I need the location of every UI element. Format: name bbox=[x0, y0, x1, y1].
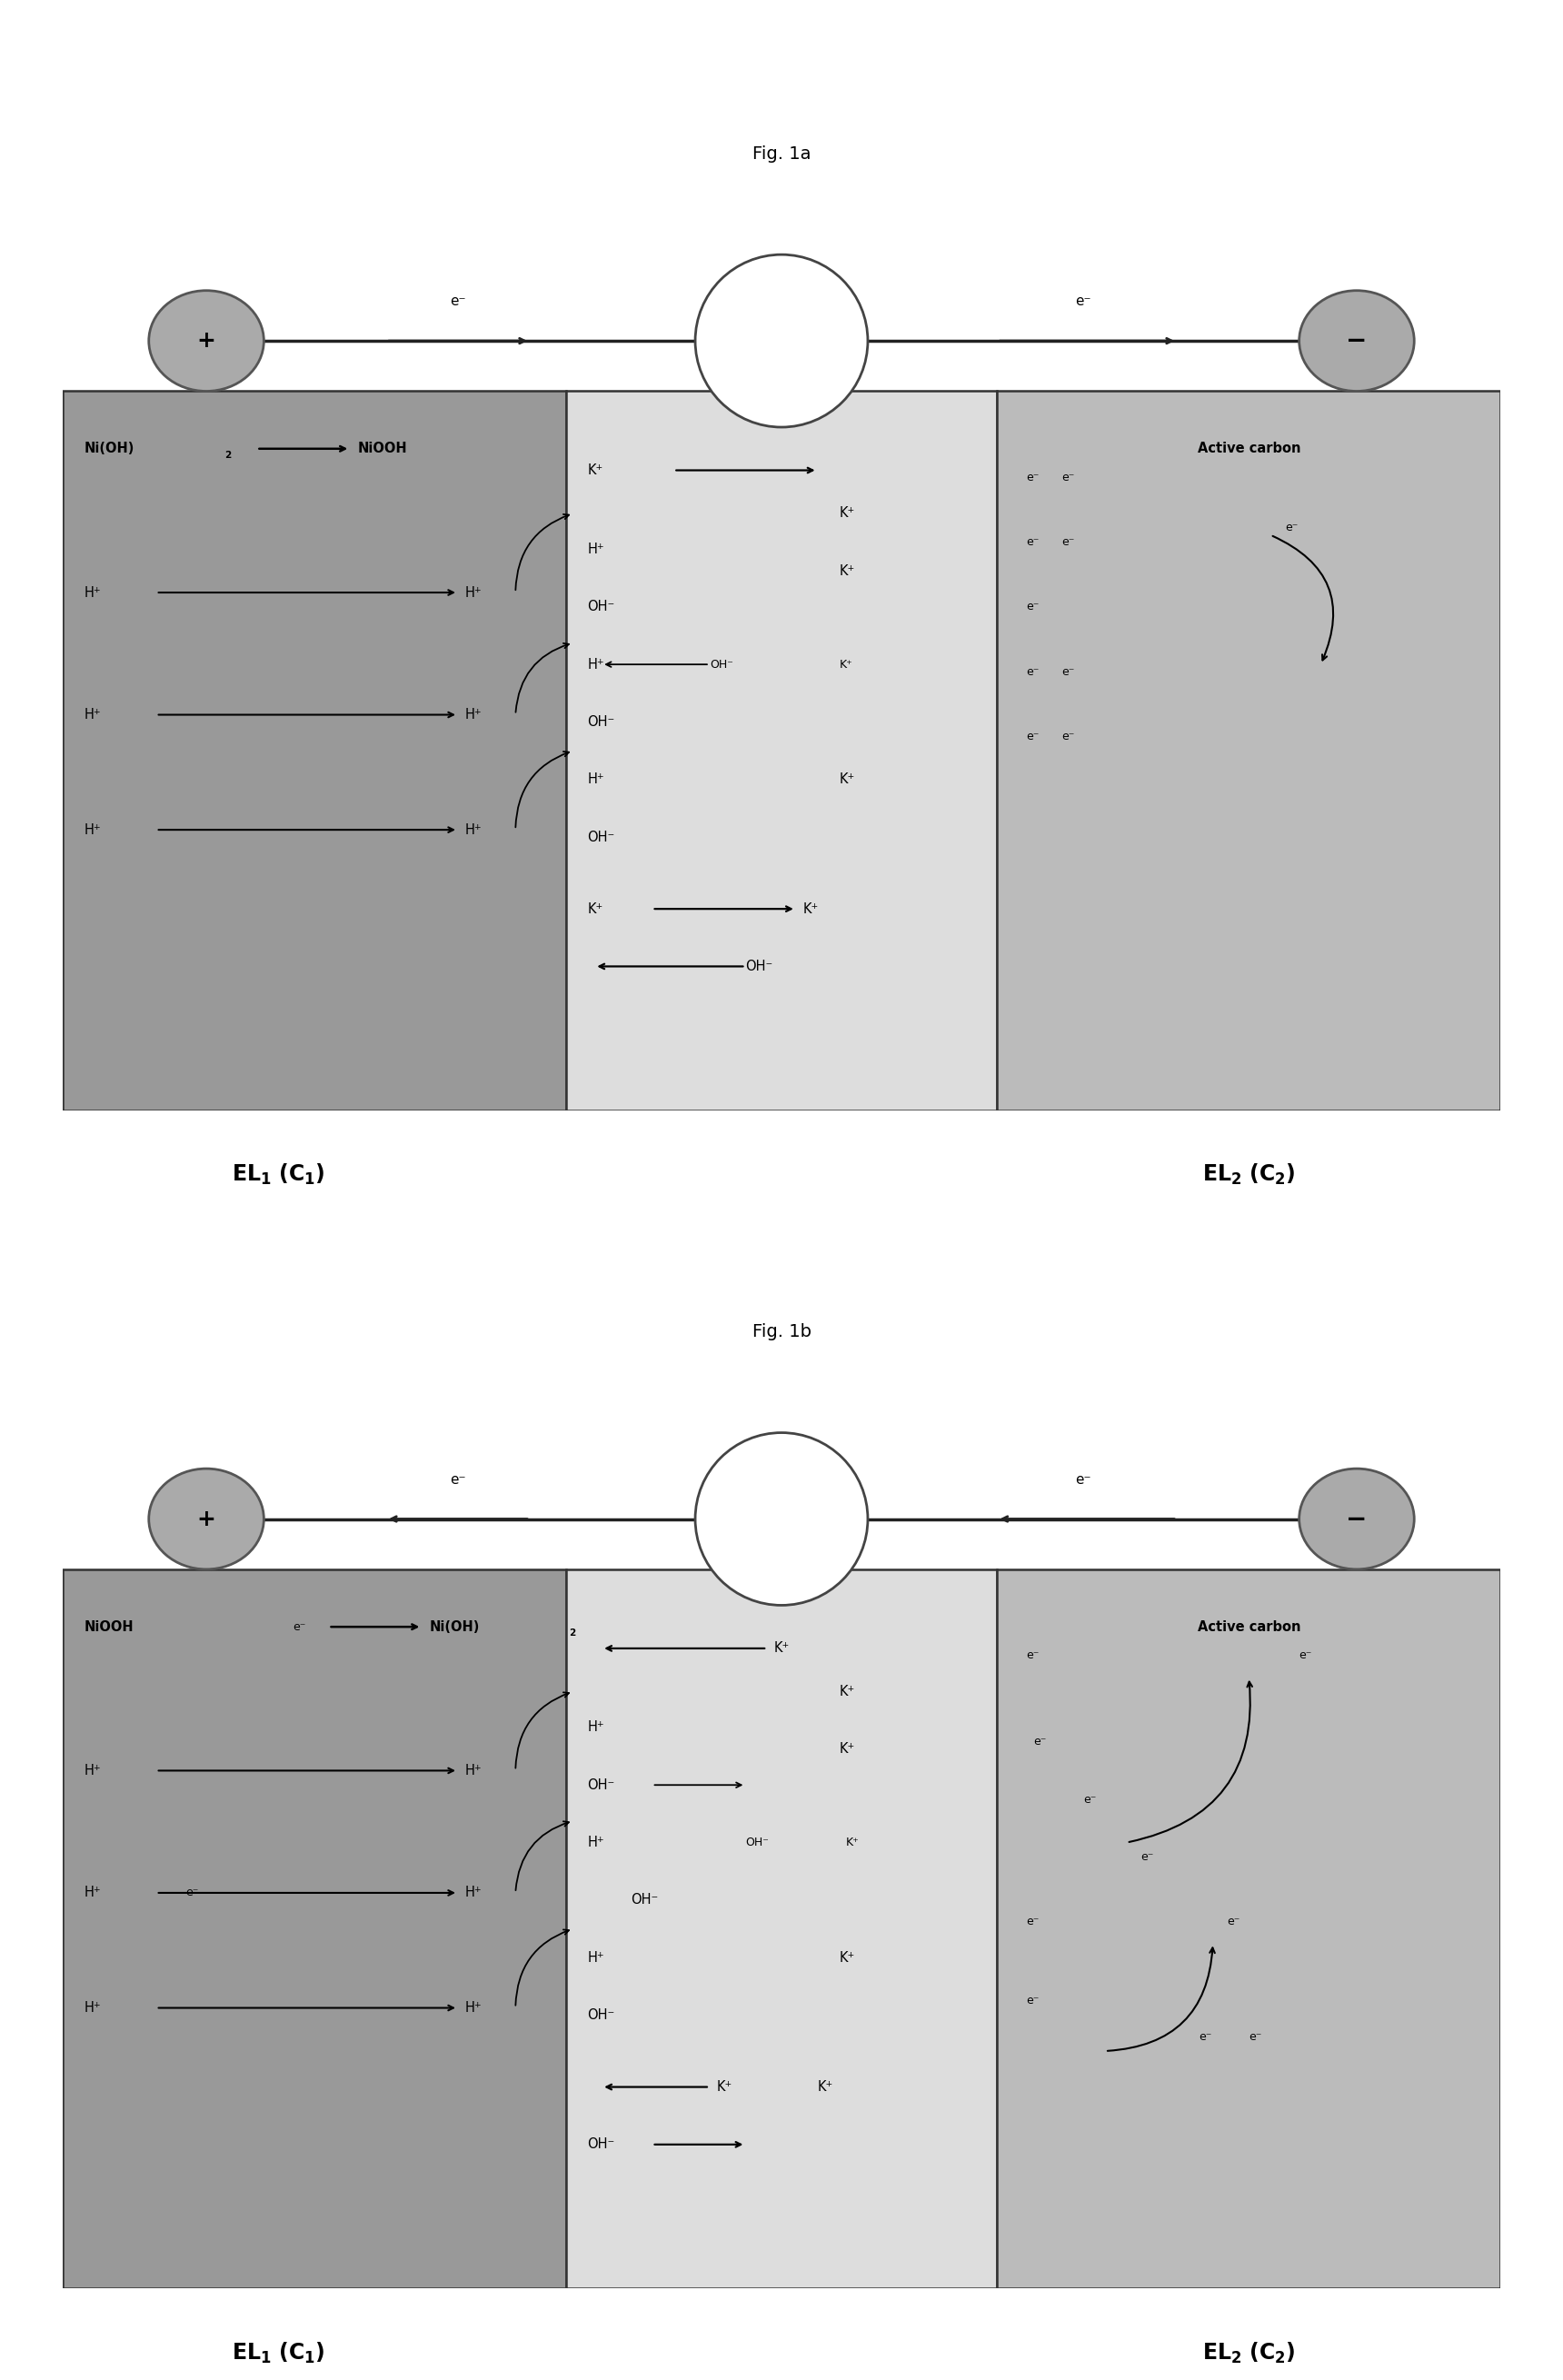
Text: Fig. 1a: Fig. 1a bbox=[752, 145, 811, 162]
Text: OH⁻: OH⁻ bbox=[588, 831, 614, 845]
Text: Ni(OH): Ni(OH) bbox=[84, 443, 134, 455]
Text: K⁺: K⁺ bbox=[803, 902, 819, 916]
Text: NiOOH: NiOOH bbox=[358, 443, 406, 455]
Text: H⁺: H⁺ bbox=[466, 823, 481, 838]
Bar bbox=[63, 390, 566, 1109]
Ellipse shape bbox=[1299, 1468, 1415, 1568]
Text: K⁺: K⁺ bbox=[839, 1685, 855, 1699]
Text: K⁺: K⁺ bbox=[588, 902, 603, 916]
Text: $\mathbf{EL_2\ (C_2)}$: $\mathbf{EL_2\ (C_2)}$ bbox=[1202, 1161, 1296, 1188]
Text: OH⁻: OH⁻ bbox=[746, 1837, 769, 1849]
Text: H⁺: H⁺ bbox=[588, 1952, 605, 1963]
Text: e⁻: e⁻ bbox=[1025, 1916, 1039, 1928]
Text: e⁻: e⁻ bbox=[1025, 536, 1039, 547]
Text: K⁺: K⁺ bbox=[839, 659, 852, 671]
Text: OH⁻: OH⁻ bbox=[588, 600, 614, 614]
Text: H⁺: H⁺ bbox=[84, 2002, 102, 2016]
Bar bbox=[997, 1568, 1500, 2287]
Text: OH⁻: OH⁻ bbox=[746, 959, 774, 973]
Text: NiOOH: NiOOH bbox=[84, 1621, 134, 1633]
Text: −: − bbox=[1346, 328, 1368, 355]
Text: $\mathbf{EL_2\ (C_2)}$: $\mathbf{EL_2\ (C_2)}$ bbox=[1202, 2340, 1296, 2366]
Text: K⁺: K⁺ bbox=[588, 464, 603, 476]
Ellipse shape bbox=[148, 290, 264, 390]
Text: e⁻: e⁻ bbox=[1025, 666, 1039, 678]
Text: OH⁻: OH⁻ bbox=[630, 1892, 658, 1906]
Text: OH⁻: OH⁻ bbox=[588, 714, 614, 728]
Text: +: + bbox=[197, 331, 216, 352]
Text: 2: 2 bbox=[225, 450, 231, 459]
Text: H⁺: H⁺ bbox=[588, 657, 605, 671]
Text: e⁻: e⁻ bbox=[1083, 1795, 1097, 1806]
Bar bbox=[566, 390, 997, 1109]
Text: H⁺: H⁺ bbox=[588, 1721, 605, 1735]
Text: K⁺: K⁺ bbox=[839, 1952, 855, 1963]
Text: $\mathbf{EL_1\ (C_1)}$: $\mathbf{EL_1\ (C_1)}$ bbox=[231, 2340, 325, 2366]
Text: H⁺: H⁺ bbox=[466, 585, 481, 600]
Text: $\mathbf{EL_1\ (C_1)}$: $\mathbf{EL_1\ (C_1)}$ bbox=[231, 1161, 325, 1188]
Text: Active carbon: Active carbon bbox=[1197, 443, 1300, 455]
Text: e⁻: e⁻ bbox=[1061, 666, 1075, 678]
Text: H⁺: H⁺ bbox=[84, 585, 102, 600]
Text: K⁺: K⁺ bbox=[839, 564, 855, 578]
Text: −: − bbox=[1346, 1507, 1368, 1533]
Circle shape bbox=[696, 255, 867, 426]
Text: H⁺: H⁺ bbox=[84, 707, 102, 721]
Text: e⁻: e⁻ bbox=[1227, 1916, 1241, 1928]
Text: e⁻: e⁻ bbox=[292, 1621, 306, 1633]
Text: e⁻: e⁻ bbox=[1025, 602, 1039, 612]
Text: Ni(OH): Ni(OH) bbox=[430, 1621, 480, 1633]
Text: K⁺: K⁺ bbox=[846, 1837, 860, 1849]
Text: OH⁻: OH⁻ bbox=[588, 2137, 614, 2152]
Text: e⁻: e⁻ bbox=[1025, 731, 1039, 743]
Text: K⁺: K⁺ bbox=[817, 2080, 833, 2094]
Text: OH⁻: OH⁻ bbox=[588, 2009, 614, 2023]
Text: e⁻: e⁻ bbox=[1199, 2030, 1211, 2042]
Text: H⁺: H⁺ bbox=[84, 823, 102, 838]
Text: 2: 2 bbox=[569, 1628, 577, 1637]
Text: e⁻: e⁻ bbox=[1285, 521, 1297, 533]
Ellipse shape bbox=[1299, 290, 1415, 390]
Text: e⁻: e⁻ bbox=[1141, 1852, 1153, 1864]
Text: H⁺: H⁺ bbox=[466, 707, 481, 721]
Text: e⁻: e⁻ bbox=[1033, 1735, 1046, 1747]
Text: OH⁻: OH⁻ bbox=[710, 659, 733, 671]
Text: H⁺: H⁺ bbox=[466, 1885, 481, 1899]
Text: e⁻: e⁻ bbox=[1075, 295, 1091, 309]
Text: H⁺: H⁺ bbox=[588, 774, 605, 785]
Bar bbox=[63, 1568, 566, 2287]
Text: Active carbon: Active carbon bbox=[1197, 1621, 1300, 1633]
Text: H⁺: H⁺ bbox=[588, 543, 605, 557]
Text: K⁺: K⁺ bbox=[774, 1642, 789, 1654]
Text: e⁻: e⁻ bbox=[1249, 2030, 1261, 2042]
Text: e⁻: e⁻ bbox=[450, 1473, 466, 1488]
Text: +: + bbox=[197, 1509, 216, 1530]
Text: e⁻: e⁻ bbox=[1075, 1473, 1091, 1488]
Bar bbox=[997, 390, 1500, 1109]
Text: H⁺: H⁺ bbox=[84, 1885, 102, 1899]
Ellipse shape bbox=[148, 1468, 264, 1568]
Text: e⁻: e⁻ bbox=[1061, 731, 1075, 743]
Text: K⁺: K⁺ bbox=[839, 774, 855, 785]
Text: H⁺: H⁺ bbox=[84, 1764, 102, 1778]
Text: K⁺: K⁺ bbox=[717, 2080, 733, 2094]
Text: e⁻: e⁻ bbox=[1061, 536, 1075, 547]
Bar bbox=[566, 1568, 997, 2287]
Text: e⁻: e⁻ bbox=[1299, 1649, 1313, 1661]
Text: e⁻: e⁻ bbox=[1061, 471, 1075, 483]
Text: Fig. 1b: Fig. 1b bbox=[752, 1323, 811, 1340]
Text: OH⁻: OH⁻ bbox=[588, 1778, 614, 1792]
Text: e⁻: e⁻ bbox=[1025, 471, 1039, 483]
Text: H⁺: H⁺ bbox=[588, 1835, 605, 1849]
Circle shape bbox=[696, 1433, 867, 1604]
Text: K⁺: K⁺ bbox=[839, 507, 855, 521]
Text: e⁻: e⁻ bbox=[186, 1887, 199, 1899]
Text: H⁺: H⁺ bbox=[466, 2002, 481, 2016]
Text: e⁻: e⁻ bbox=[1025, 1649, 1039, 1661]
Text: e⁻: e⁻ bbox=[1025, 1994, 1039, 2006]
Text: H⁺: H⁺ bbox=[466, 1764, 481, 1778]
Text: K⁺: K⁺ bbox=[839, 1742, 855, 1756]
Text: e⁻: e⁻ bbox=[450, 295, 466, 309]
